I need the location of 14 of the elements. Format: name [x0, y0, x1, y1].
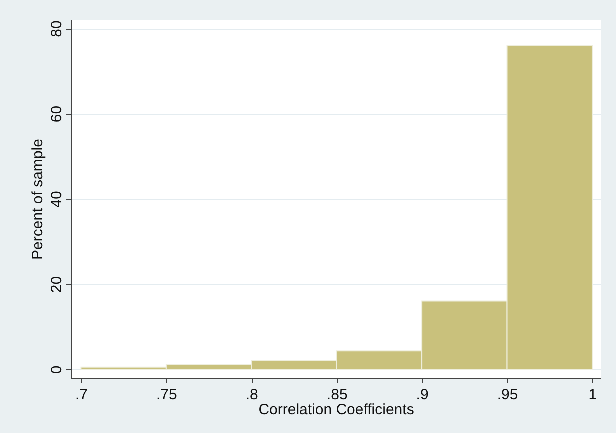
- x-tick-label: .8: [246, 386, 258, 404]
- x-tick-label: .9: [416, 386, 429, 404]
- y-tick-label: 40: [48, 191, 66, 208]
- x-tick-label: .85: [326, 386, 348, 404]
- y-tick-label: 80: [48, 20, 66, 38]
- x-axis-title: Correlation Coefficients: [258, 402, 414, 418]
- y-tick-label: 20: [48, 276, 66, 294]
- y-tick-label: 60: [48, 106, 66, 123]
- x-tick-label: .95: [497, 386, 518, 404]
- x-tick-label: .75: [156, 386, 178, 404]
- y-axis-title: Percent of sample: [30, 139, 46, 260]
- y-tick-label: 0: [48, 366, 66, 374]
- x-tick-label: .7: [75, 386, 88, 404]
- x-tick-label: 1: [588, 386, 598, 404]
